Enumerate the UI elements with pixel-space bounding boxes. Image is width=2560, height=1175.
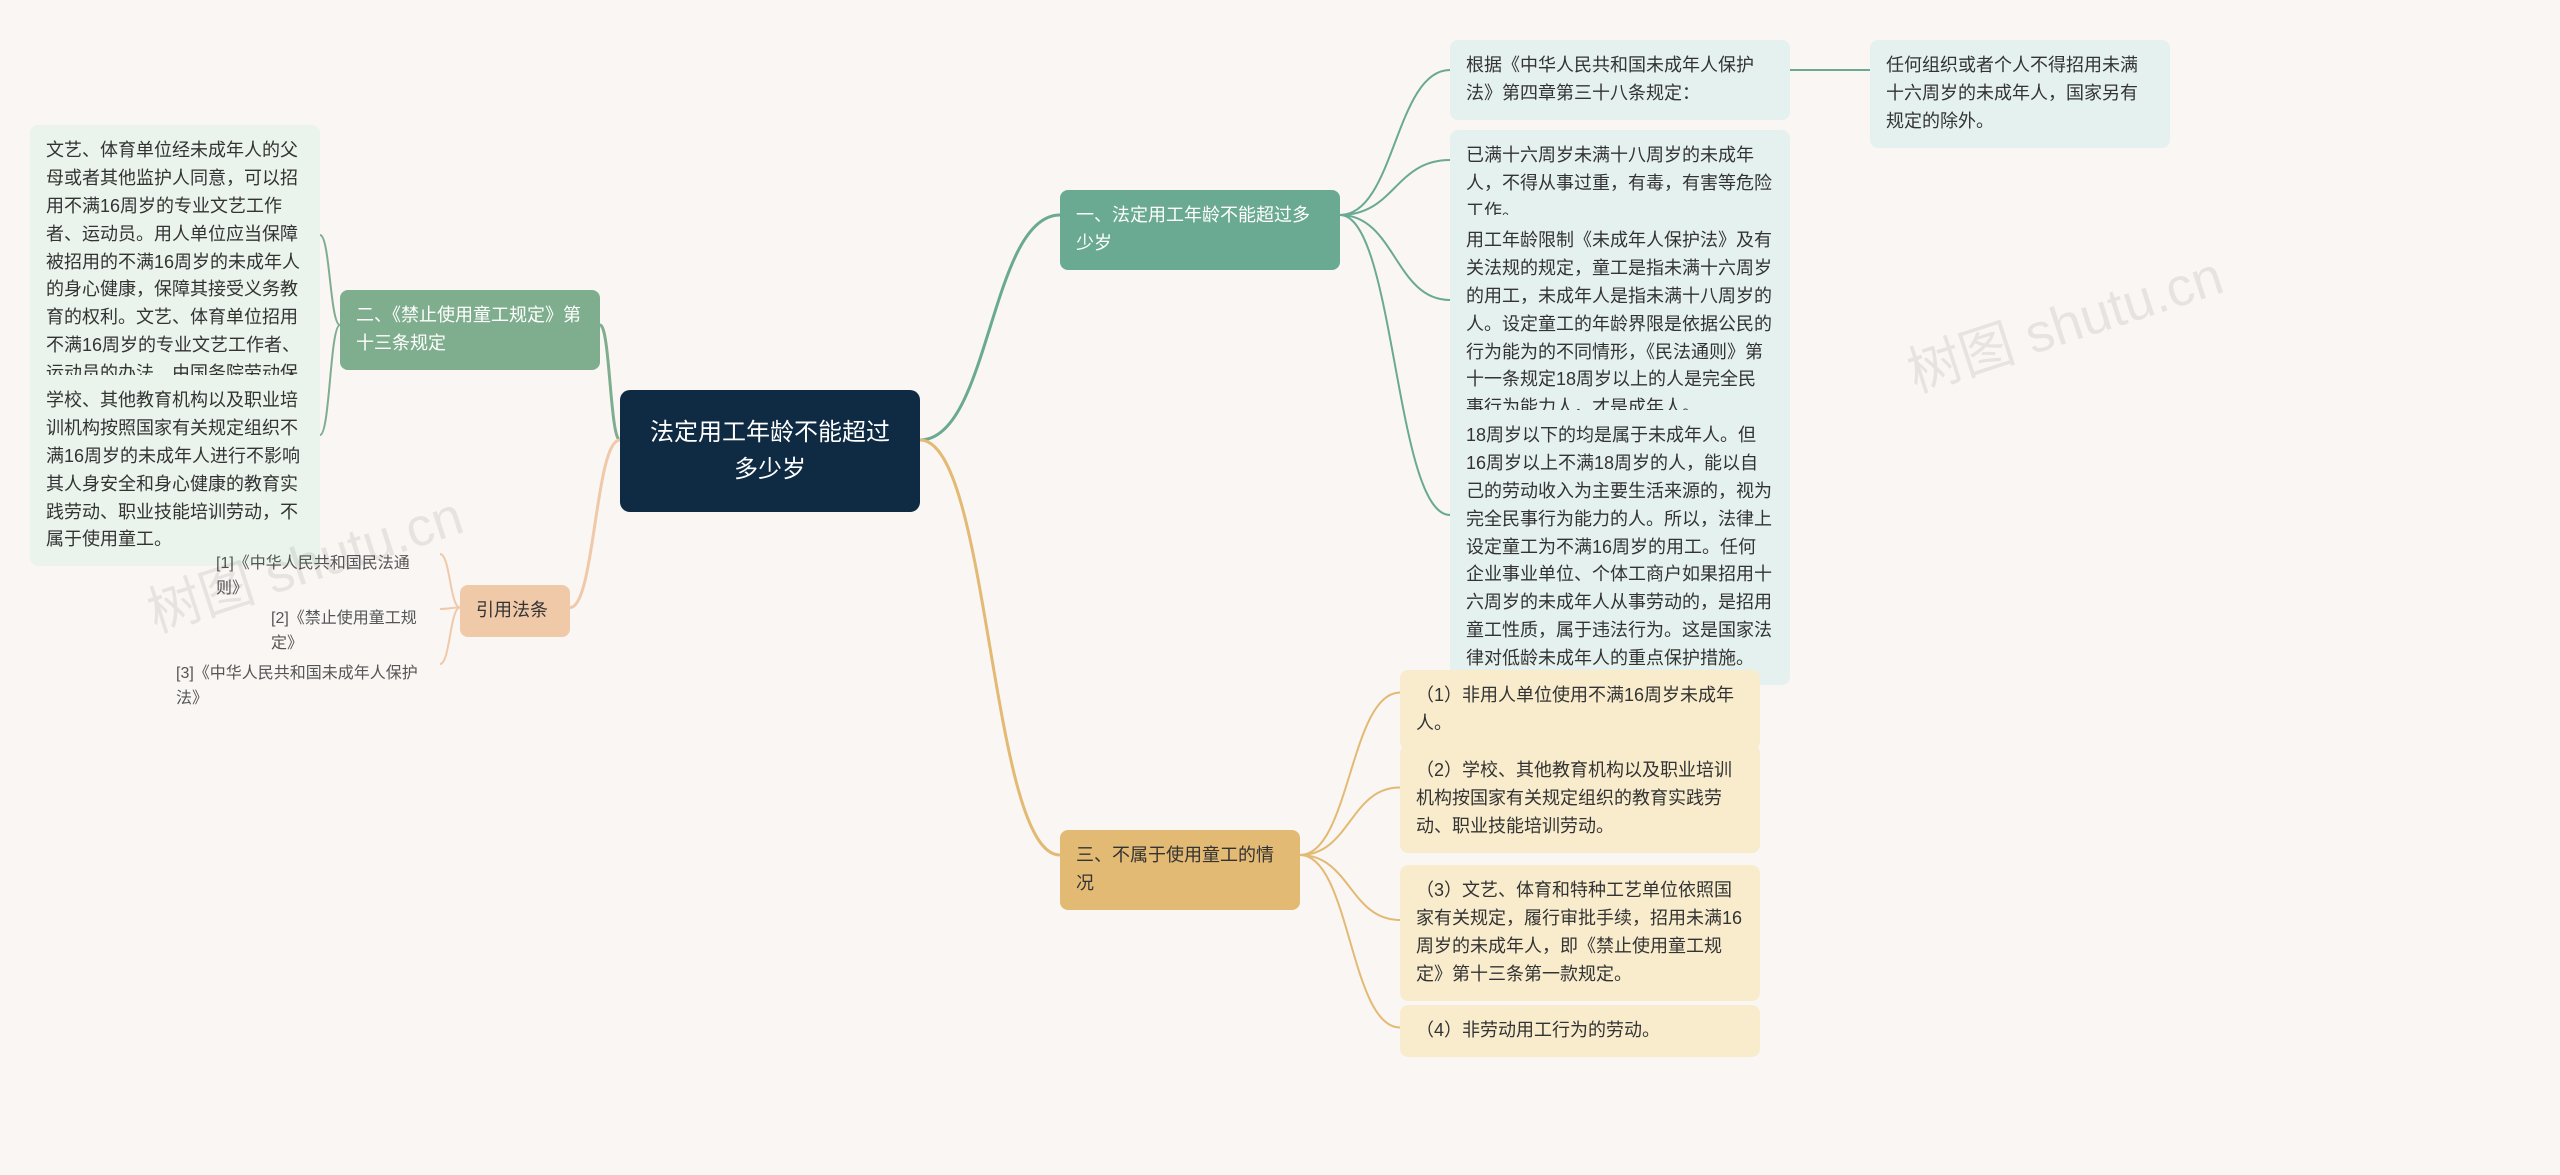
branch-r1: 一、法定用工年龄不能超过多少岁 xyxy=(1060,190,1340,270)
leaf-l1b: 学校、其他教育机构以及职业培训机构按照国家有关规定组织不满16周岁的未成年人进行… xyxy=(30,375,320,566)
leaf-r2b: （2）学校、其他教育机构以及职业培训机构按国家有关规定组织的教育实践劳动、职业技… xyxy=(1400,745,1760,853)
leaf-r2c: （3）文艺、体育和特种工艺单位依照国家有关规定，履行审批手续，招用未满16周岁的… xyxy=(1400,865,1760,1001)
leaf-r1d: 18周岁以下的均是属于未成年人。但16周岁以上不满18周岁的人，能以自己的劳动收… xyxy=(1450,410,1790,685)
branch-l1: 二、《禁止使用童工规定》第十三条规定 xyxy=(340,290,600,370)
root-node: 法定用工年龄不能超过多少岁 xyxy=(620,390,920,512)
leaf-l2c: [3]《中华人民共和国未成年人保护法》 xyxy=(160,650,440,724)
branch-l2: 引用法条 xyxy=(460,585,570,637)
leaf-r1a1: 任何组织或者个人不得招用未满十六周岁的未成年人，国家另有规定的除外。 xyxy=(1870,40,2170,148)
leaf-r1c: 用工年龄限制《未成年人保护法》及有关法规的规定，童工是指未满十六周岁的用工，未成… xyxy=(1450,215,1790,434)
watermark-1: 树图 shutu.cn xyxy=(1896,231,2232,407)
leaf-r2d: （4）非劳动用工行为的劳动。 xyxy=(1400,1005,1760,1057)
leaf-r1a: 根据《中华人民共和国未成年人保护法》第四章第三十八条规定： xyxy=(1450,40,1790,120)
branch-r2: 三、不属于使用童工的情况 xyxy=(1060,830,1300,910)
leaf-r2a: （1）非用人单位使用不满16周岁未成年人。 xyxy=(1400,670,1760,750)
